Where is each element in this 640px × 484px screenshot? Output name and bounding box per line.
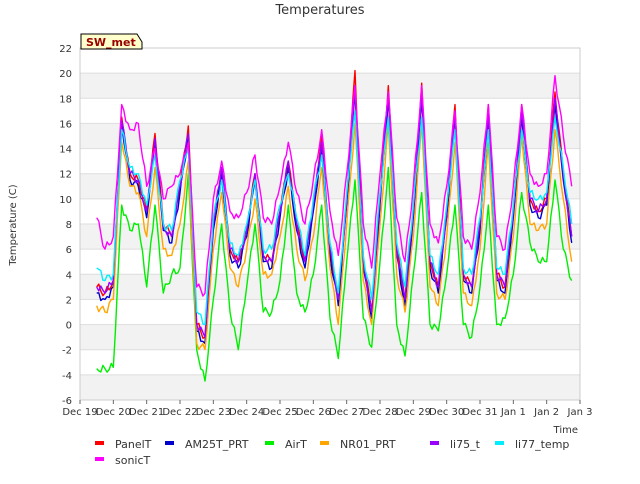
x-tick-label: Dec 21 — [129, 407, 164, 418]
series-line-nr01-prt — [96, 122, 573, 351]
legend-swatch — [95, 457, 104, 461]
series-line-sonict — [96, 75, 573, 297]
x-tick-label: Dec 24 — [229, 407, 264, 418]
annotation-box-shape — [80, 33, 143, 50]
x-tick-label: Dec 26 — [296, 407, 331, 418]
legend-swatch — [95, 441, 104, 445]
grid-band — [80, 73, 580, 99]
x-tick-label: Dec 23 — [196, 407, 231, 418]
x-tick-label: Dec 20 — [96, 407, 131, 418]
y-tick-label: -2 — [62, 346, 72, 357]
x-tick-label: Jan 1 — [500, 407, 526, 418]
y-tick-label: 10 — [59, 195, 72, 206]
grid-band — [80, 123, 580, 149]
series-line-li77-temp — [96, 110, 573, 326]
annotation-text: SW_met — [86, 36, 136, 49]
y-axis-label: Temperature (C) — [8, 184, 19, 266]
x-tick-label: Dec 28 — [362, 407, 397, 418]
grid-band — [80, 324, 580, 350]
legend: PanelT AM25T_PRT AirT NR01_PRT li75_t li77_te… — [95, 438, 569, 467]
y-tick-label: -6 — [62, 396, 72, 407]
legend-swatch — [265, 441, 274, 445]
x-tick-label: Dec 27 — [329, 407, 364, 418]
y-axis: -6 -4 -2 0 2 4 6 8 10 12 14 16 18 20 22 — [59, 44, 72, 407]
x-tick-label: Jan 3 — [567, 407, 593, 418]
x-tick-label: Dec 19 — [62, 407, 97, 418]
legend-label: li77_temp — [515, 438, 569, 451]
x-tick-label: Dec 22 — [162, 407, 197, 418]
y-tick-label: 12 — [59, 170, 72, 181]
grid-band — [80, 374, 580, 400]
legend-label: AM25T_PRT — [185, 438, 249, 451]
x-axis-label: Time — [553, 425, 578, 436]
y-tick-label: 22 — [59, 44, 72, 55]
legend-label: AirT — [285, 438, 307, 451]
legend-label: li75_t — [450, 438, 481, 451]
x-tick-label: Dec 29 — [396, 407, 431, 418]
y-tick-label: 6 — [66, 245, 72, 256]
legend-swatch — [430, 441, 439, 445]
chart-title: Temperatures — [274, 3, 364, 18]
legend-swatch — [320, 441, 329, 445]
x-tick-label: Dec 30 — [429, 407, 464, 418]
station-annotation: SW_met — [80, 33, 143, 50]
y-tick-label: 4 — [66, 270, 72, 281]
series-lines — [96, 69, 573, 382]
x-tick-label: Dec 25 — [262, 407, 297, 418]
x-tick-label: Jan 2 — [533, 407, 559, 418]
y-tick-label: 0 — [66, 321, 72, 332]
legend-swatch — [495, 441, 504, 445]
y-tick-label: -4 — [62, 371, 72, 382]
legend-swatch — [165, 441, 174, 445]
series-line-airt — [96, 166, 573, 382]
grid-band — [80, 173, 580, 199]
y-tick-label: 2 — [66, 295, 72, 306]
legend-label: PanelT — [115, 438, 152, 451]
legend-label: NR01_PRT — [340, 438, 396, 451]
y-tick-label: 18 — [59, 94, 72, 105]
y-tick-label: 14 — [59, 145, 72, 156]
legend-label: sonicT — [115, 454, 151, 467]
y-tick-label: 20 — [59, 69, 72, 80]
plot-frame — [79, 47, 581, 401]
x-tick-label: Dec 31 — [462, 407, 497, 418]
y-tick-label: 16 — [59, 119, 72, 130]
y-tick-label: 8 — [66, 220, 72, 231]
